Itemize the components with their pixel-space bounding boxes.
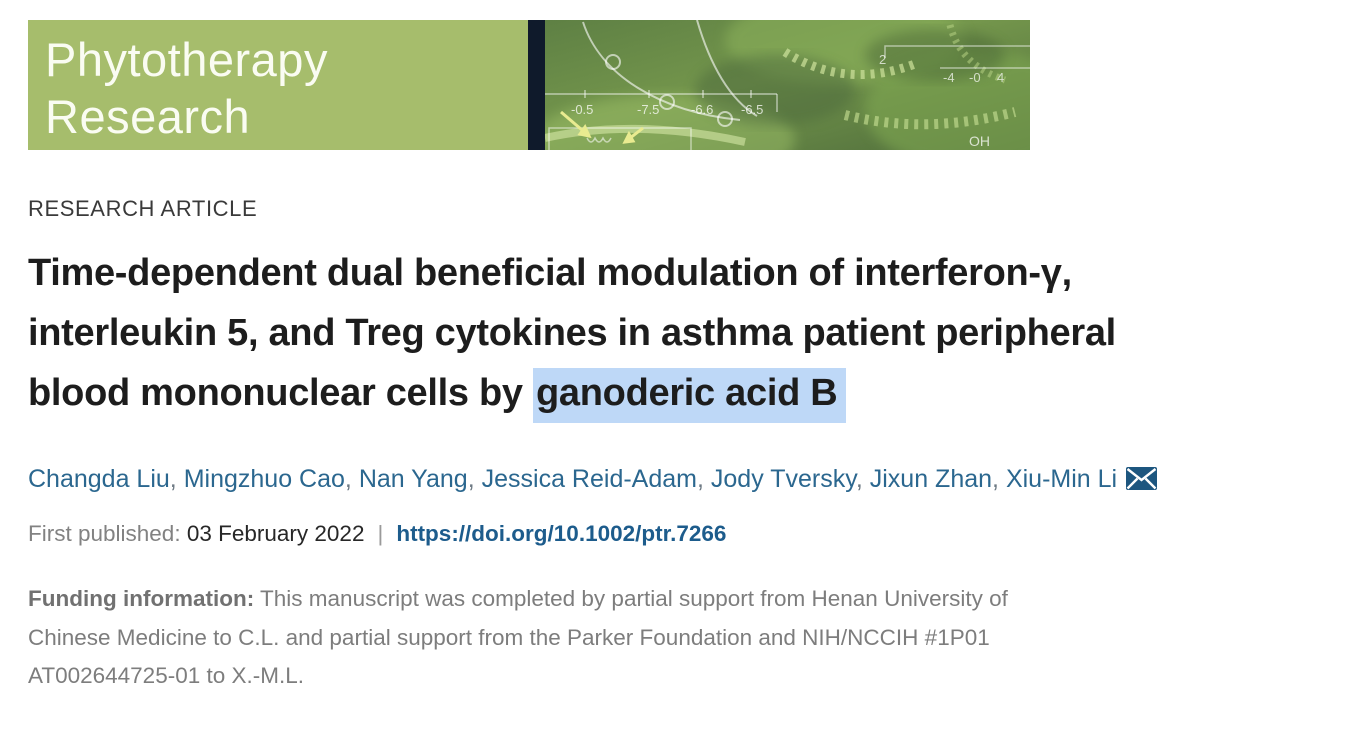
- author-separator: ,: [855, 465, 870, 493]
- first-published-label: First published:: [28, 521, 181, 546]
- publication-date: 03 February 2022: [186, 521, 365, 546]
- decor-axis-number: -7.5: [637, 102, 659, 117]
- decor-number: -4: [943, 70, 955, 85]
- author-separator: ,: [696, 465, 711, 493]
- funding-line-3: AT002644725-01 to X.-M.L.: [28, 663, 304, 688]
- funding-information: Funding information: This manuscript was…: [28, 580, 1326, 696]
- journal-cover-image: Phytotherapy Research: [28, 20, 1030, 150]
- title-line-1: Time-dependent dual beneficial modulatio…: [28, 252, 1072, 294]
- author-separator: ,: [992, 465, 1006, 493]
- author-separator: ,: [467, 465, 482, 493]
- decor-axis-number: -6.5: [741, 102, 763, 117]
- decor-number: -0: [969, 70, 981, 85]
- title-highlighted-text: ganoderic acid B: [533, 368, 847, 423]
- journal-title-line2: Research: [45, 90, 251, 143]
- journal-title-line1: Phytotherapy: [45, 33, 328, 86]
- doi-link[interactable]: https://doi.org/10.1002/ptr.7266: [396, 521, 727, 546]
- journal-logo: Phytotherapy Research: [28, 20, 528, 150]
- article-title: Time-dependent dual beneficial modulatio…: [28, 243, 1326, 423]
- funding-text-1: This manuscript was completed by partial…: [254, 586, 1008, 611]
- title-line-3: blood mononuclear cells by ganoderic aci…: [28, 363, 1326, 423]
- publication-info: First published: 03 February 2022 | https:…: [28, 521, 1326, 547]
- author-link[interactable]: Jessica Reid-Adam: [481, 465, 697, 493]
- article-type-label: RESEARCH ARTICLE: [28, 196, 258, 221]
- author-link[interactable]: Mingzhuo Cao: [183, 465, 345, 493]
- author-list: Changda Liu, Mingzhuo Cao, Nan Yang, Jes…: [28, 465, 1117, 493]
- author-link[interactable]: Jixun Zhan: [869, 465, 993, 493]
- author-separator: ,: [169, 465, 184, 493]
- author-byline: Changda Liu, Mingzhuo Cao, Nan Yang, Jes…: [28, 464, 1326, 495]
- decor-number: 2: [879, 52, 886, 67]
- decor-chem-label: OH: [969, 133, 990, 149]
- banner-divider: [528, 20, 545, 150]
- decor-axis-number: -6.6: [691, 102, 713, 117]
- separator: |: [377, 521, 384, 546]
- decor-number: 4: [997, 70, 1004, 85]
- title-line-2: interleukin 5, and Treg cytokines in ast…: [28, 312, 1116, 354]
- author-link[interactable]: Changda Liu: [28, 465, 170, 493]
- title-line-3-text: blood mononuclear cells by: [28, 372, 533, 414]
- author-link[interactable]: Nan Yang: [358, 465, 468, 493]
- article-header-page: Phytotherapy Research: [28, 20, 1326, 696]
- decor-axis-number: -0.5: [571, 102, 593, 117]
- leaf-photo-illustration: -0.5 -7.5 -6.6 -6.5 2 -4 -0 4: [545, 20, 1030, 150]
- author-link[interactable]: Xiu-Min Li: [1005, 465, 1118, 493]
- envelope-icon[interactable]: [1126, 467, 1158, 490]
- funding-line-1: Funding information: This manuscript was…: [28, 580, 1326, 619]
- banner-photo: -0.5 -7.5 -6.6 -6.5 2 -4 -0 4: [545, 20, 1030, 150]
- funding-label: Funding information:: [28, 586, 255, 611]
- funding-line-2: Chinese Medicine to C.L. and partial sup…: [28, 624, 990, 650]
- author-separator: ,: [344, 465, 359, 493]
- author-link[interactable]: Jody Tversky: [710, 465, 856, 493]
